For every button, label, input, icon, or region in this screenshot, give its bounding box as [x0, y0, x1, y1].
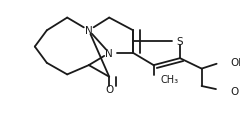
Text: N: N — [85, 26, 93, 36]
Text: O: O — [105, 85, 113, 95]
Text: S: S — [177, 36, 183, 46]
Text: OH: OH — [230, 57, 240, 67]
Text: CH₃: CH₃ — [161, 74, 179, 84]
Text: O: O — [230, 86, 239, 96]
Text: N: N — [105, 49, 113, 58]
